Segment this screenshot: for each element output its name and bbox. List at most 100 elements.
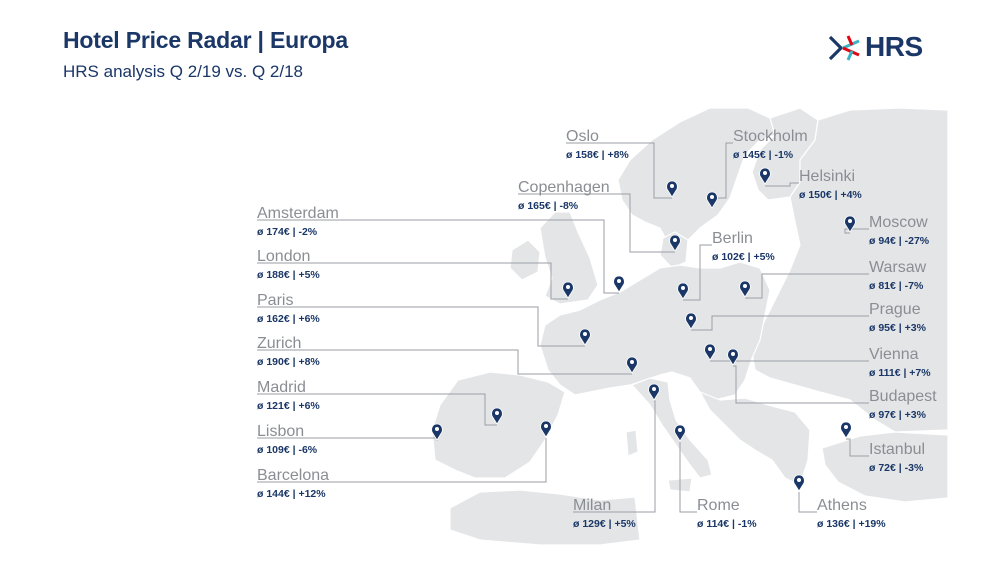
map-pin-icon[interactable] <box>685 312 697 330</box>
city-label-warsaw: Warsaw ø 81€ | -7% <box>869 259 926 293</box>
city-name: Rome <box>697 497 740 514</box>
city-label-milan: Milan ø 129€ | +5% <box>573 497 636 531</box>
map-pin-icon[interactable] <box>579 328 591 346</box>
city-price-stat: ø 95€ | +3% <box>869 322 926 334</box>
pin-hole <box>844 425 848 429</box>
city-price-stat: ø 72€ | -3% <box>869 462 924 474</box>
city-label-oslo: Oslo ø 158€ | +8% <box>566 128 629 162</box>
map-pin-icon[interactable] <box>739 280 751 298</box>
pin-hole <box>848 219 852 223</box>
land-east <box>751 107 949 433</box>
map-pin-icon[interactable] <box>431 423 443 441</box>
pin-hole <box>743 284 747 288</box>
pin-body <box>666 180 678 198</box>
city-price-stat: ø 162€ | +6% <box>257 313 320 325</box>
city-price-stat: ø 174€ | -2% <box>257 226 318 238</box>
logo-chevron-navy <box>828 35 843 61</box>
city-label-london: London ø 188€ | +5% <box>257 248 320 282</box>
leader-line-amsterdam <box>257 219 619 294</box>
land-masses <box>431 107 949 546</box>
map-pin-icon[interactable] <box>840 421 852 439</box>
leader-line-oslo <box>566 142 672 199</box>
leader-line-prague <box>691 315 869 331</box>
map-pin-icon[interactable] <box>562 281 574 299</box>
map-pin-icon[interactable] <box>491 407 503 425</box>
land-italy <box>631 377 713 479</box>
pin-body <box>844 215 856 233</box>
map-pin-icon[interactable] <box>793 474 805 492</box>
pin-body <box>562 281 574 299</box>
land-balkans <box>699 391 811 486</box>
leader-line-helsinki <box>765 182 799 187</box>
map-pin-icon[interactable] <box>626 356 638 374</box>
pin-hole <box>673 238 677 242</box>
city-price-stat: ø 129€ | +5% <box>573 518 636 530</box>
city-label-stockholm: Stockholm ø 145€ | -1% <box>733 128 808 162</box>
city-label-amsterdam: Amsterdam ø 174€ | -2% <box>257 205 339 239</box>
map-pin-icon[interactable] <box>727 348 739 366</box>
city-price-stat: ø 165€ | -8% <box>518 200 579 212</box>
map-pin-icon[interactable] <box>674 424 686 442</box>
city-name: Amsterdam <box>257 205 339 222</box>
land-sardinia <box>625 429 639 457</box>
pin-hole <box>670 184 674 188</box>
pin-hole <box>763 171 767 175</box>
city-name: London <box>257 248 311 265</box>
city-price-stat: ø 158€ | +8% <box>566 149 629 161</box>
city-price-stat: ø 102€ | +5% <box>712 251 775 263</box>
city-price-stat: ø 109€ | -6% <box>257 444 318 456</box>
pin-body <box>669 234 681 252</box>
city-name: Warsaw <box>869 259 927 276</box>
city-name: Budapest <box>869 388 937 405</box>
city-label-zurich: Zurich ø 190€ | +8% <box>257 335 320 369</box>
leader-line-london <box>257 262 568 300</box>
pin-body <box>759 167 771 185</box>
pin-body <box>648 383 660 401</box>
land-scandinavia <box>617 107 776 249</box>
city-price-stat: ø 111€ | +7% <box>869 367 931 379</box>
city-price-stat: ø 94€ | -27% <box>869 235 930 247</box>
leader-line-istanbul <box>846 438 869 457</box>
city-name: Prague <box>869 301 921 318</box>
pin-hole <box>689 316 693 320</box>
map-pin-icon[interactable] <box>613 275 625 293</box>
city-label-copenhagen: Copenhagen ø 165€ | -8% <box>518 179 610 213</box>
city-name: Copenhagen <box>518 179 610 196</box>
city-label-prague: Prague ø 95€ | +3% <box>869 301 926 335</box>
city-price-stat: ø 190€ | +8% <box>257 356 320 368</box>
city-price-stat: ø 81€ | -7% <box>869 280 924 292</box>
city-price-stat: ø 121€ | +6% <box>257 400 320 412</box>
city-price-stat: ø 150€ | +4% <box>799 189 862 201</box>
leader-line-stockholm <box>712 142 733 199</box>
pin-body <box>677 282 689 300</box>
map-pin-icon[interactable] <box>706 191 718 209</box>
city-price-stat: ø 144€ | +12% <box>257 488 326 500</box>
map-pin-icon[interactable] <box>704 343 716 361</box>
map-pin-icon[interactable] <box>677 282 689 300</box>
city-price-stat: ø 97€ | +3% <box>869 409 926 421</box>
pin-hole <box>652 387 656 391</box>
map-pin-icon[interactable] <box>844 215 856 233</box>
leader-line-budapest <box>733 365 869 404</box>
city-label-moscow: Moscow ø 94€ | -27% <box>869 214 929 248</box>
leader-line-rome <box>679 442 697 513</box>
pin-body <box>840 421 852 439</box>
map-pin-icon[interactable] <box>759 167 771 185</box>
pin-body <box>674 424 686 442</box>
city-name: Stockholm <box>733 128 808 145</box>
pin-body <box>626 356 638 374</box>
page-title: Hotel Price Radar | Europa <box>63 27 348 53</box>
city-name: Barcelona <box>257 467 330 484</box>
map-pin-icon[interactable] <box>648 383 660 401</box>
map-pin-icon[interactable] <box>669 234 681 252</box>
logo-ray-teal-bottom <box>846 50 854 61</box>
pin-body <box>491 407 503 425</box>
pin-body <box>579 328 591 346</box>
map-pin-icon[interactable] <box>666 180 678 198</box>
map-pin-icon[interactable] <box>540 420 552 438</box>
hrs-logo-text: HRS <box>865 31 923 62</box>
city-price-stat: ø 145€ | -1% <box>733 149 794 161</box>
logo-ray-red-top <box>846 35 854 46</box>
city-label-berlin: Berlin ø 102€ | +5% <box>712 230 775 264</box>
pin-hole <box>678 428 682 432</box>
